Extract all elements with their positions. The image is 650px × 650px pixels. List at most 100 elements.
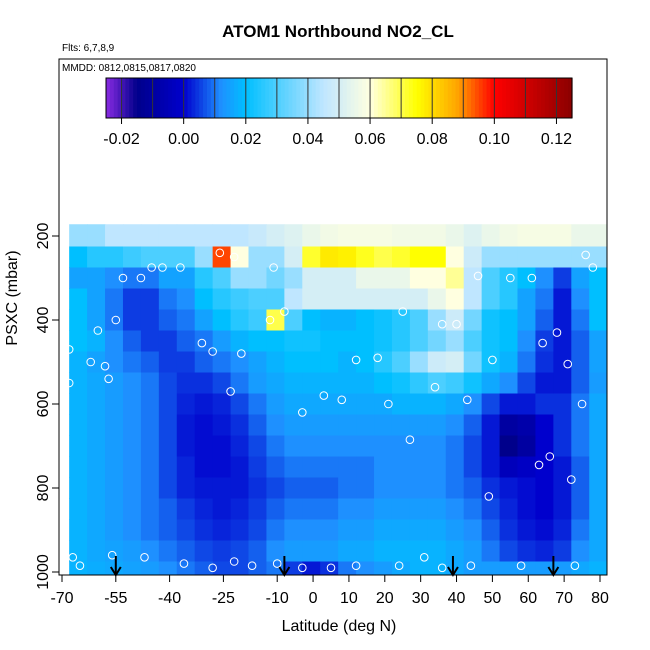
heatmap-cell <box>69 330 88 352</box>
heatmap-cell <box>248 498 267 520</box>
heatmap-cell <box>194 414 214 436</box>
heatmap-cell <box>194 288 214 310</box>
heatmap-cell <box>266 246 285 268</box>
heatmap-cell <box>517 561 536 575</box>
heatmap-cell <box>140 456 160 478</box>
colorbar-swatch <box>195 78 200 118</box>
heatmap-cell <box>374 498 393 520</box>
heatmap-cell <box>499 372 519 394</box>
heatmap-cell <box>499 477 519 499</box>
heatmap-cell <box>463 477 483 499</box>
colorbar-swatch <box>373 78 379 118</box>
heatmap-cell <box>445 224 465 247</box>
heatmap-cell <box>105 330 124 352</box>
colorbar-tick-label: 0.00 <box>168 131 199 148</box>
sample-point <box>118 273 128 283</box>
heatmap-cell <box>374 351 393 373</box>
x-tick-label: 40 <box>448 590 466 607</box>
heatmap-cell <box>87 267 106 289</box>
heatmap-cell <box>338 393 357 415</box>
sample-point <box>351 355 361 365</box>
colorbar-tick-label: 0.10 <box>479 131 510 148</box>
heatmap-cell <box>248 477 267 499</box>
heatmap-cell <box>481 246 501 268</box>
sample-point <box>588 263 598 272</box>
heatmap-cell <box>374 288 393 310</box>
heatmap-cell <box>535 288 554 310</box>
heatmap-cell <box>589 224 607 247</box>
sample-point <box>351 561 361 571</box>
colorbar-swatch <box>459 78 464 118</box>
heatmap-cell <box>122 561 142 575</box>
flights-annotation: Flts: 6,7,8,9 <box>62 43 115 54</box>
heatmap-cell <box>571 477 590 499</box>
heatmap-cell <box>140 246 160 268</box>
heatmap-cell <box>374 372 393 394</box>
heatmap-cell <box>571 540 590 562</box>
heatmap-cell <box>284 309 303 331</box>
heatmap-cell <box>122 309 142 331</box>
heatmap-cell <box>535 372 554 394</box>
sample-point <box>506 273 515 283</box>
heatmap-cell <box>427 519 447 541</box>
heatmap-cell <box>266 224 285 247</box>
colorbar-swatch <box>187 78 193 118</box>
heatmap-cell <box>391 435 411 457</box>
sample-point <box>430 382 440 392</box>
heatmap-cell <box>176 372 196 394</box>
heatmap-cell <box>571 414 590 436</box>
heatmap-cell <box>320 330 339 352</box>
heatmap-cell <box>87 393 106 415</box>
heatmap-cell <box>105 288 124 310</box>
sample-point <box>247 561 257 571</box>
sample-point <box>527 273 537 283</box>
heatmap-cell <box>571 372 590 394</box>
x-tick-label: -55 <box>104 590 127 607</box>
heatmap-cell <box>87 246 106 268</box>
heatmap-cell <box>374 456 393 478</box>
heatmap-cell <box>176 267 196 289</box>
heatmap-cell <box>302 540 321 562</box>
heatmap-cell <box>427 372 447 394</box>
colorbar-swatch <box>276 78 282 118</box>
heatmap-cell <box>87 519 106 541</box>
heatmap-cell <box>302 267 321 289</box>
colorbar-swatch <box>358 78 363 118</box>
heatmap-cell <box>571 224 590 247</box>
heatmap-cell <box>105 435 124 457</box>
heatmap-cell <box>391 519 411 541</box>
heatmap-cell <box>374 414 393 436</box>
heatmap-cell <box>374 330 393 352</box>
sample-point <box>567 475 576 484</box>
heatmap-cell <box>589 393 607 415</box>
sample-points <box>64 248 598 573</box>
heatmap-cell <box>427 498 447 520</box>
heatmap-cell <box>320 351 339 373</box>
heatmap-cell <box>499 330 519 352</box>
colorbar-swatch <box>300 78 305 118</box>
heatmap-cell <box>194 351 214 373</box>
heatmap-cell <box>535 267 554 289</box>
heatmap-cell <box>535 330 554 352</box>
colorbar-swatch <box>175 78 181 118</box>
colorbar-swatch <box>323 78 328 118</box>
heatmap-cell <box>122 519 142 541</box>
heatmap-cell <box>463 393 483 415</box>
heatmap-cell <box>356 519 375 541</box>
heatmap-cell <box>320 267 339 289</box>
heatmap-cell <box>499 224 519 247</box>
colorbar-swatch <box>509 78 515 118</box>
heatmap-cell <box>391 561 411 575</box>
heatmap-cell <box>248 246 267 268</box>
heatmap-cell <box>356 435 375 457</box>
heatmap-cell <box>553 330 572 352</box>
heatmap-cell <box>176 330 196 352</box>
x-tick-label: 20 <box>376 590 394 607</box>
heatmap-cell <box>589 246 607 268</box>
sample-point <box>75 561 85 571</box>
heatmap-cell <box>194 435 214 457</box>
heatmap-cell <box>158 456 178 478</box>
heatmap-cell <box>391 414 411 436</box>
heatmap-cell <box>445 477 465 499</box>
heatmap <box>69 224 607 575</box>
